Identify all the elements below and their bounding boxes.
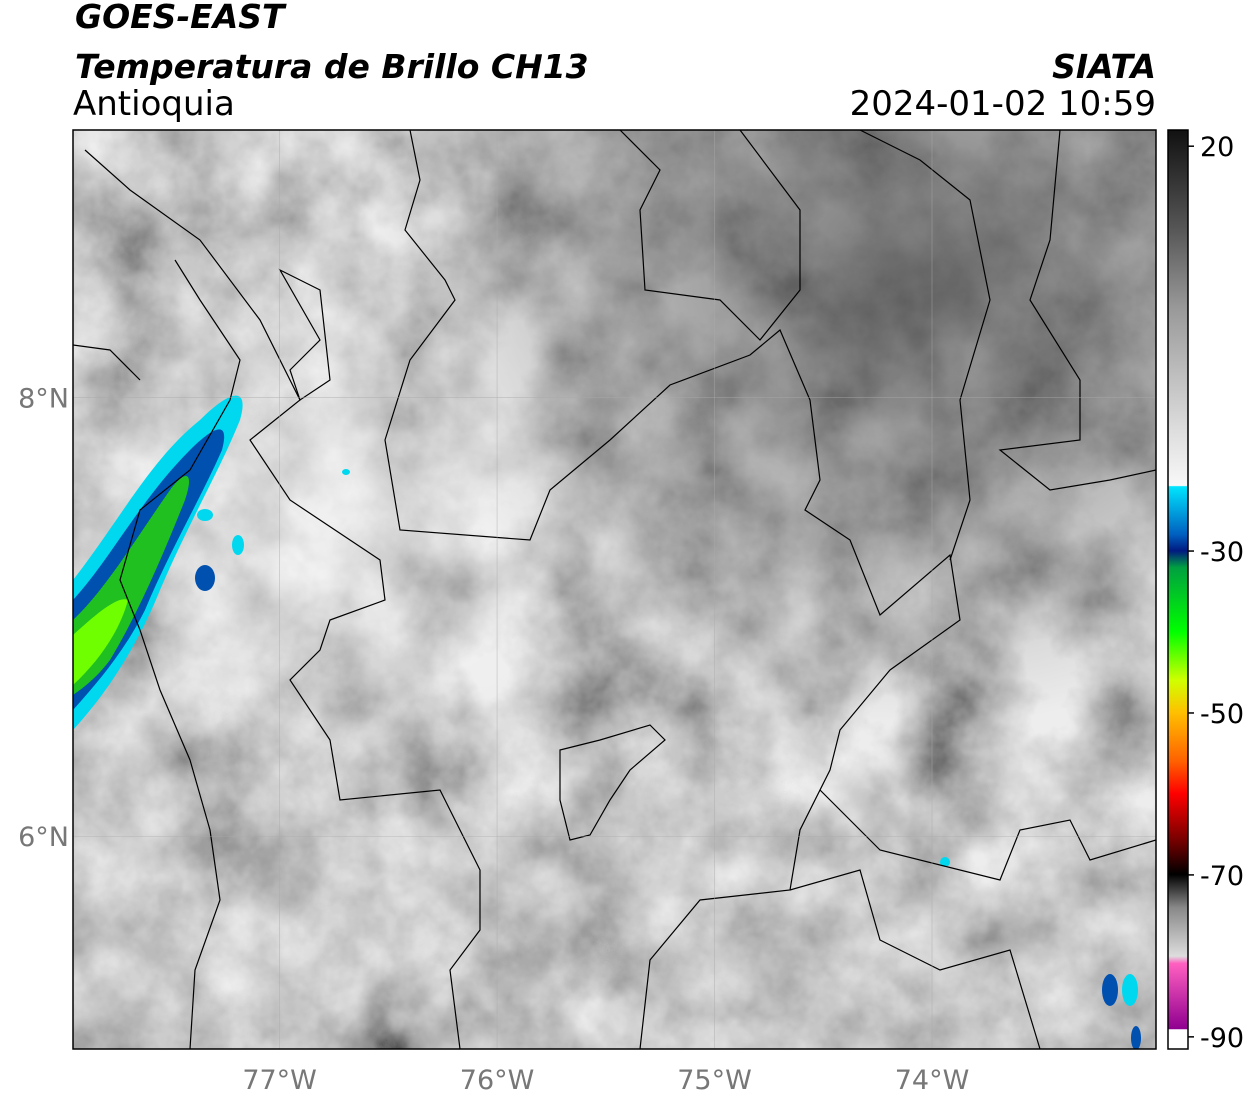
borders (73, 130, 1156, 1049)
colorbar-tick-label: 20 (1200, 132, 1234, 163)
x-tick-label: 74°W (895, 1065, 970, 1096)
graticule (73, 130, 1156, 1049)
map-frame (72, 129, 1157, 1050)
y-tick-label: 8°N (18, 384, 69, 415)
subtitle: Temperatura de Brillo CH13 (75, 47, 589, 86)
colorbar-tick-label: -30 (1200, 537, 1244, 568)
x-tick-label: 75°W (677, 1065, 752, 1096)
x-tick-label: 76°W (460, 1065, 535, 1096)
region: Antioquia (73, 84, 235, 124)
colorbar-tick-label: -70 (1200, 861, 1244, 892)
source: SIATA (1052, 47, 1156, 86)
y-tick-label: 6°N (18, 822, 69, 853)
colorbar-tick-label: -50 (1200, 699, 1244, 730)
colorbar (1167, 129, 1189, 1050)
x-tick-label: 77°W (242, 1065, 317, 1096)
datetime: 2024-01-02 10:59 (850, 84, 1156, 124)
convective-cells (73, 395, 1141, 1049)
colorbar-tick-label: -90 (1200, 1023, 1244, 1054)
title: GOES-EAST (75, 0, 287, 36)
satellite-image (73, 130, 1156, 1049)
